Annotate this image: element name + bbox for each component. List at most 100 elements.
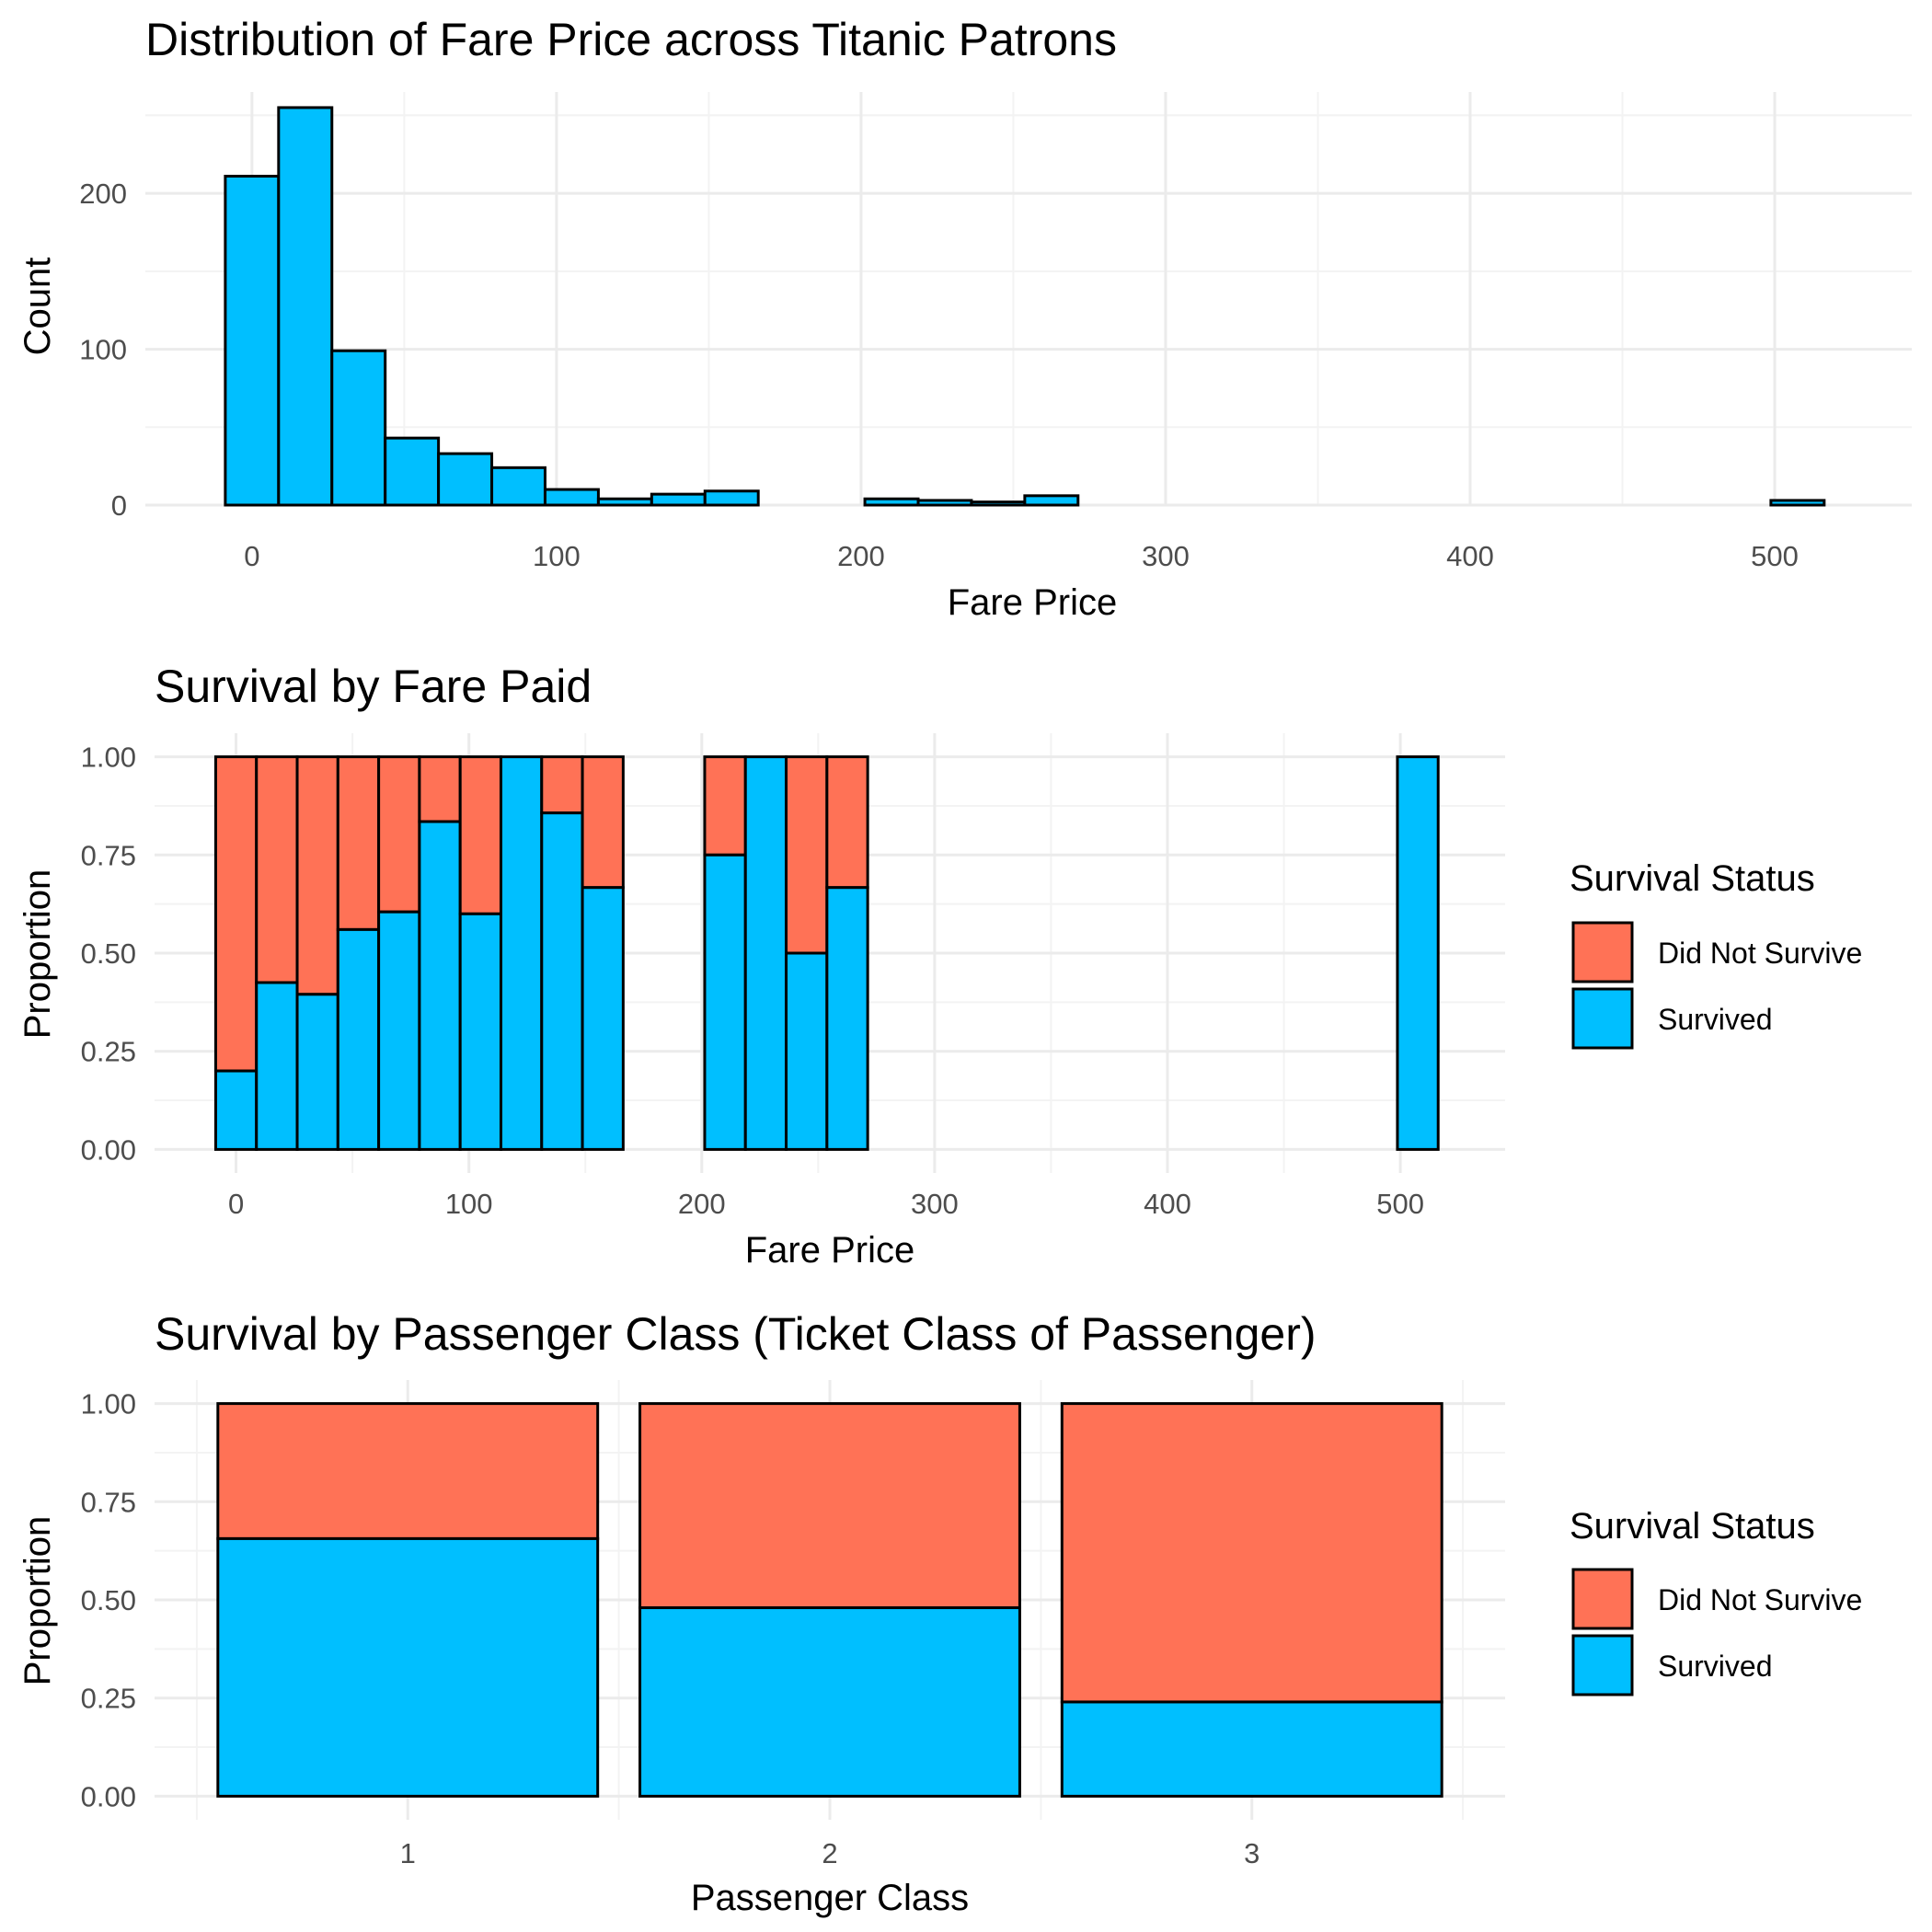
x-tick-label: 0 bbox=[228, 1188, 244, 1220]
gridlines bbox=[145, 92, 1912, 507]
x-tick-label: 500 bbox=[1376, 1188, 1424, 1220]
histogram-bar bbox=[543, 488, 600, 507]
bar-segment-did-not-survive bbox=[458, 755, 502, 915]
chart-title: Distribution of Fare Price across Titani… bbox=[145, 14, 1117, 65]
bar-segment-did-not-survive bbox=[825, 755, 869, 890]
bar-segment-survived bbox=[825, 886, 869, 1151]
histogram-bar bbox=[277, 106, 334, 507]
y-tick-labels: 0.00 0.25 0.50 0.75 1.00 bbox=[81, 1388, 136, 1813]
histogram-bar bbox=[1769, 499, 1826, 507]
x-axis-title: Passenger Class bbox=[691, 1878, 969, 1918]
bar-segment-did-not-survive bbox=[255, 755, 299, 984]
bar-segment-survived bbox=[581, 886, 625, 1151]
histogram-bar bbox=[384, 436, 441, 507]
bar-segment-survived bbox=[1396, 755, 1440, 1151]
histogram-bar bbox=[596, 497, 653, 507]
x-tick-label: 100 bbox=[533, 540, 581, 572]
x-tick-label: 100 bbox=[445, 1188, 493, 1220]
bar-segment-survived bbox=[255, 981, 299, 1151]
histogram-bar bbox=[703, 489, 760, 507]
x-tick-label: 3 bbox=[1244, 1837, 1259, 1869]
y-tick-label: 0.50 bbox=[81, 937, 136, 970]
y-tick-label: 0.50 bbox=[81, 1584, 136, 1616]
bar-segment-did-not-survive bbox=[1060, 1402, 1443, 1704]
x-tick-labels: 1 2 3 bbox=[400, 1837, 1260, 1869]
bar-segment-did-not-survive bbox=[216, 1402, 600, 1540]
bar-segment-did-not-survive bbox=[785, 755, 829, 955]
bar-segment-did-not-survive bbox=[377, 755, 421, 914]
x-tick-labels: 0 100 200 300 400 500 bbox=[228, 1188, 1424, 1220]
y-axis-title: Count bbox=[17, 258, 58, 356]
bar-segment-did-not-survive bbox=[336, 755, 381, 931]
y-axis-title: Proportion bbox=[17, 869, 58, 1040]
histogram-bar bbox=[490, 466, 546, 507]
legend-title: Survival Status bbox=[1570, 1506, 1815, 1547]
bar-segment-survived bbox=[499, 755, 544, 1151]
bar-segment-survived bbox=[336, 927, 381, 1151]
bar-segment-survived bbox=[1060, 1700, 1443, 1798]
x-axis-title: Fare Price bbox=[948, 582, 1118, 623]
stacked-bars bbox=[213, 755, 1440, 1151]
y-tick-label: 0 bbox=[111, 489, 127, 522]
x-tick-label: 200 bbox=[837, 540, 885, 572]
x-tick-labels: 0 100 200 300 400 500 bbox=[244, 540, 1799, 572]
y-axis-title: Proportion bbox=[17, 1516, 58, 1686]
bar-segment-did-not-survive bbox=[295, 755, 339, 996]
bar-segment-did-not-survive bbox=[213, 755, 259, 1073]
bar-segment-survived bbox=[743, 755, 788, 1151]
bar-segment-survived bbox=[377, 910, 421, 1151]
x-tick-label: 500 bbox=[1751, 540, 1799, 572]
x-tick-label: 0 bbox=[244, 540, 259, 572]
bar-segment-did-not-survive bbox=[540, 755, 584, 815]
y-tick-label: 0.25 bbox=[81, 1683, 136, 1715]
y-tick-labels: 0.00 0.25 0.50 0.75 1.00 bbox=[81, 742, 136, 1167]
legend-swatch-survived bbox=[1571, 1634, 1634, 1696]
class-survival-panel: Survival by Passenger Class (Ticket Clas… bbox=[17, 1308, 1862, 1918]
histogram-bar bbox=[330, 349, 387, 507]
x-tick-label: 1 bbox=[400, 1837, 416, 1869]
y-tick-label: 0.00 bbox=[81, 1780, 136, 1812]
legend: Survival Status Did Not Survive Survived bbox=[1570, 858, 1862, 1050]
legend-swatch-did-not-survive bbox=[1571, 1568, 1634, 1630]
bar-segment-did-not-survive bbox=[638, 1402, 1021, 1610]
histogram-bar bbox=[863, 497, 920, 507]
y-tick-label: 0.75 bbox=[81, 1486, 136, 1518]
bar-segment-did-not-survive bbox=[703, 755, 747, 857]
y-tick-label: 1.00 bbox=[81, 1388, 136, 1420]
histogram-bar bbox=[970, 500, 1027, 507]
legend-label-survived: Survived bbox=[1658, 1650, 1773, 1683]
legend-swatch-survived bbox=[1571, 987, 1634, 1050]
bar-segment-survived bbox=[213, 1069, 259, 1151]
y-tick-label: 1.00 bbox=[81, 742, 136, 774]
legend: Survival Status Did Not Survive Survived bbox=[1570, 1506, 1862, 1696]
chart-title: Survival by Passenger Class (Ticket Clas… bbox=[155, 1308, 1317, 1360]
bar-segment-survived bbox=[703, 853, 747, 1151]
bar-segment-survived bbox=[295, 993, 339, 1151]
bar-segment-did-not-survive bbox=[581, 755, 625, 890]
legend-label-did-not-survive: Did Not Survive bbox=[1658, 1583, 1862, 1616]
legend-title: Survival Status bbox=[1570, 858, 1815, 899]
y-tick-label: 0.75 bbox=[81, 839, 136, 871]
bar-segment-survived bbox=[785, 951, 829, 1151]
legend-swatch-did-not-survive bbox=[1571, 921, 1634, 983]
histogram-bars bbox=[224, 106, 1826, 507]
histogram-bar bbox=[224, 174, 281, 507]
stacked-bars bbox=[216, 1402, 1443, 1798]
legend-label-survived: Survived bbox=[1658, 1003, 1773, 1036]
bar-segment-survived bbox=[418, 820, 462, 1151]
legend-label-did-not-survive: Did Not Survive bbox=[1658, 937, 1862, 970]
histogram-bar bbox=[1023, 494, 1080, 507]
x-tick-label: 200 bbox=[678, 1188, 726, 1220]
histogram-bar bbox=[916, 499, 973, 507]
y-tick-label: 200 bbox=[79, 178, 127, 210]
y-tick-label: 0.25 bbox=[81, 1036, 136, 1068]
x-tick-label: 300 bbox=[1142, 540, 1190, 572]
fare-histogram-panel: Distribution of Fare Price across Titani… bbox=[17, 14, 1912, 623]
bar-segment-survived bbox=[216, 1536, 600, 1798]
fare-survival-panel: Survival by Fare Paid 0 100 200 300 400 500 0… bbox=[17, 661, 1862, 1271]
x-tick-label: 400 bbox=[1446, 540, 1494, 572]
chart-title: Survival by Fare Paid bbox=[155, 661, 592, 712]
bar-segment-did-not-survive bbox=[418, 755, 462, 823]
x-tick-label: 2 bbox=[822, 1837, 837, 1869]
